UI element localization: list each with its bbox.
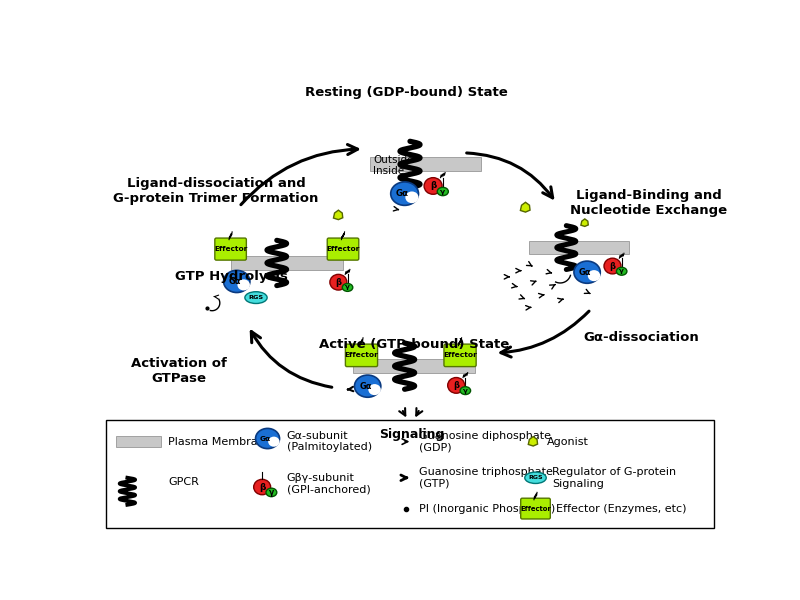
Text: Gα: Gα (229, 277, 241, 286)
Text: Effector: Effector (443, 352, 477, 358)
Text: Effector: Effector (326, 246, 360, 252)
Ellipse shape (406, 191, 418, 203)
Text: RGS: RGS (528, 475, 543, 480)
Text: GPCR: GPCR (168, 476, 199, 487)
Text: β: β (335, 278, 342, 287)
Text: β: β (259, 482, 266, 491)
Ellipse shape (254, 479, 270, 495)
Text: Activation of
GTPase: Activation of GTPase (131, 357, 227, 385)
Text: Signaling: Signaling (380, 428, 445, 441)
Text: Effector (Enzymes, etc): Effector (Enzymes, etc) (556, 503, 686, 514)
Text: RGS: RGS (249, 295, 263, 300)
Ellipse shape (368, 384, 381, 395)
Text: Ligand-Binding and
Nucleotide Exchange: Ligand-Binding and Nucleotide Exchange (570, 189, 727, 217)
Text: Agonist: Agonist (547, 437, 589, 446)
Ellipse shape (268, 437, 279, 447)
Polygon shape (581, 219, 588, 226)
Bar (370, 157, 482, 172)
Text: γ: γ (440, 188, 446, 194)
Text: Gα: Gα (579, 268, 591, 277)
Text: Effector: Effector (345, 352, 378, 358)
FancyBboxPatch shape (444, 344, 476, 367)
Text: γ: γ (463, 388, 468, 394)
Text: PI (Inorganic Phosphate): PI (Inorganic Phosphate) (419, 503, 555, 514)
Polygon shape (334, 210, 342, 220)
Text: Resting (GDP-bound) State: Resting (GDP-bound) State (305, 86, 507, 99)
FancyBboxPatch shape (215, 238, 246, 260)
Ellipse shape (448, 377, 465, 393)
Ellipse shape (460, 386, 470, 395)
Ellipse shape (330, 274, 347, 290)
Text: Regulator of G-protein
Signaling: Regulator of G-protein Signaling (553, 467, 677, 488)
Text: Guanosine diphosphate
(GDP): Guanosine diphosphate (GDP) (419, 431, 551, 452)
Ellipse shape (617, 268, 627, 275)
Ellipse shape (266, 488, 277, 497)
Text: Gα-dissociation: Gα-dissociation (583, 331, 699, 344)
Ellipse shape (354, 375, 381, 397)
Polygon shape (520, 202, 530, 212)
Bar (116, 436, 161, 447)
Text: Effector: Effector (520, 506, 551, 512)
Ellipse shape (342, 284, 353, 292)
Ellipse shape (424, 178, 442, 194)
Text: Ligand-dissociation and
G-protein Trimer Formation: Ligand-dissociation and G-protein Trimer… (114, 178, 318, 205)
Text: Gα: Gα (260, 436, 271, 442)
Text: γ: γ (269, 488, 274, 497)
Ellipse shape (390, 182, 418, 205)
FancyBboxPatch shape (521, 498, 550, 519)
Ellipse shape (255, 428, 279, 449)
Ellipse shape (588, 270, 600, 281)
Ellipse shape (223, 271, 250, 293)
Ellipse shape (525, 472, 546, 484)
FancyBboxPatch shape (327, 238, 358, 260)
Ellipse shape (245, 292, 267, 304)
Text: β: β (610, 262, 615, 271)
Text: β: β (453, 381, 459, 390)
Text: Active (GTP-bound) State: Active (GTP-bound) State (318, 338, 509, 350)
Text: Gα-subunit
(Palmitoylated): Gα-subunit (Palmitoylated) (287, 431, 372, 452)
Text: Inside: Inside (373, 166, 404, 176)
Ellipse shape (438, 187, 448, 196)
Ellipse shape (574, 261, 600, 283)
Polygon shape (528, 437, 538, 446)
FancyBboxPatch shape (346, 344, 378, 367)
Text: GTP Hydrolysis: GTP Hydrolysis (175, 271, 288, 283)
Bar (353, 359, 474, 373)
Text: γ: γ (619, 268, 624, 274)
Text: β: β (430, 181, 436, 190)
Text: Gα: Gα (396, 189, 409, 198)
Text: Outside: Outside (373, 155, 414, 165)
Text: Gα: Gα (359, 382, 372, 391)
Bar (231, 256, 342, 270)
Text: Effector: Effector (214, 246, 247, 252)
Ellipse shape (604, 258, 621, 274)
Bar (530, 241, 630, 254)
Text: γ: γ (345, 284, 350, 290)
Ellipse shape (238, 280, 250, 290)
Text: Guanosine triphosphate
(GTP): Guanosine triphosphate (GTP) (419, 467, 553, 488)
Text: Plasma Membrane: Plasma Membrane (168, 437, 272, 446)
Text: Gβγ-subunit
(GPI-anchored): Gβγ-subunit (GPI-anchored) (287, 473, 370, 495)
Bar (106, 420, 714, 528)
